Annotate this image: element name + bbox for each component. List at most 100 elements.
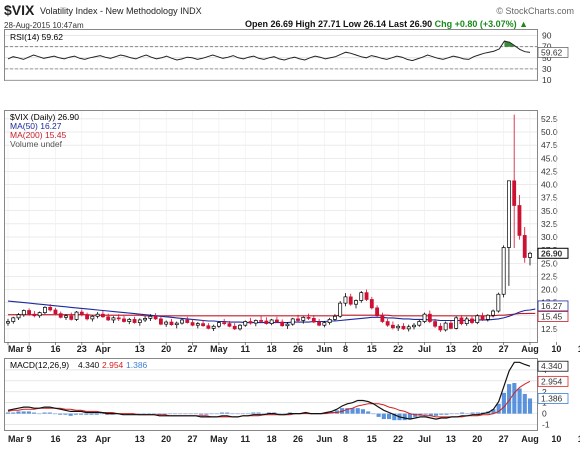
macd-last-value: 4.340 bbox=[541, 361, 563, 371]
candle-body bbox=[53, 309, 58, 315]
macd-histogram-bar bbox=[465, 413, 470, 415]
price-tick-label: 22.5 bbox=[541, 271, 558, 281]
candle-body bbox=[32, 313, 37, 317]
rsi-tick-label: 90 bbox=[542, 31, 552, 41]
price-tick-label: 42.5 bbox=[541, 166, 558, 176]
candle-body bbox=[243, 321, 248, 326]
candle-body bbox=[253, 320, 258, 324]
date-tick-label: 23 bbox=[77, 434, 87, 444]
candle-body bbox=[16, 314, 21, 319]
rsi-tick-label: 30 bbox=[542, 64, 552, 74]
candle-body bbox=[137, 319, 142, 323]
date-tick-label: Mar bbox=[8, 344, 25, 354]
price-tick-label: 50.0 bbox=[541, 127, 558, 137]
macd-histogram-bar bbox=[167, 413, 172, 415]
rsi-tick-label: 70 bbox=[542, 42, 552, 52]
date-tick-label: Apr bbox=[95, 344, 111, 354]
macd-histogram-bar bbox=[491, 409, 496, 414]
change-arrow-icon: ▲ bbox=[519, 19, 529, 29]
macd-histogram-bar bbox=[172, 413, 178, 415]
candle-body bbox=[11, 317, 16, 322]
date-tick-label: 8 bbox=[343, 434, 348, 444]
candle-body bbox=[6, 321, 10, 324]
macd-histogram-bar bbox=[454, 413, 459, 415]
candle-body bbox=[190, 322, 195, 326]
macd-histogram-bar bbox=[329, 412, 334, 414]
quote-timestamp: 28-Aug-2015 10:47am bbox=[4, 21, 84, 30]
signal-last-value: 2.954 bbox=[541, 376, 563, 386]
candle-body bbox=[422, 313, 427, 322]
candle-body bbox=[427, 313, 432, 322]
macd-histogram-bar bbox=[204, 413, 209, 415]
rsi-layer: 907050301059.62 bbox=[5, 31, 569, 85]
macd-histogram-bar bbox=[392, 413, 397, 421]
macd-histogram-bar bbox=[219, 412, 225, 414]
date-tick-label: 8 bbox=[343, 344, 348, 354]
candle-body bbox=[375, 307, 380, 317]
candle-body bbox=[311, 318, 316, 323]
macd-histogram-bar bbox=[407, 413, 413, 420]
macd-histogram-bar bbox=[449, 413, 454, 415]
candle-body bbox=[232, 325, 237, 330]
macd-histogram-bar bbox=[428, 413, 433, 416]
ma200-last-value: 15.45 bbox=[541, 312, 563, 322]
candle-body bbox=[454, 317, 459, 329]
date-tick-label: 16 bbox=[50, 434, 60, 444]
candle-body bbox=[206, 325, 211, 329]
macd-histogram-bar bbox=[21, 411, 26, 414]
candle-body bbox=[85, 314, 90, 320]
candle-body bbox=[417, 321, 422, 326]
candle-body bbox=[74, 311, 79, 320]
candle-body bbox=[48, 307, 53, 311]
macd-histogram-bar bbox=[68, 413, 73, 416]
quote-summary: Open 26.69 High 27.71 Low 26.14 Last 26.… bbox=[245, 19, 528, 30]
candle-body bbox=[517, 205, 522, 236]
candle-body bbox=[211, 325, 216, 329]
price-tick-label: 47.5 bbox=[541, 140, 558, 150]
macd-histogram-bar bbox=[5, 412, 11, 414]
price-tick-label: 37.5 bbox=[541, 193, 558, 203]
price-tick-label: 40.0 bbox=[541, 180, 558, 190]
date-tick-label: 23 bbox=[77, 344, 87, 354]
candle-body bbox=[475, 315, 480, 323]
macd-histogram-bar bbox=[47, 412, 52, 414]
candle-body bbox=[185, 319, 190, 323]
date-tick-label: 13 bbox=[135, 344, 145, 354]
macd-histogram-bar bbox=[84, 413, 89, 415]
date-tick-label: May bbox=[210, 344, 228, 354]
macd-histogram-bar bbox=[79, 413, 84, 415]
candle-body bbox=[222, 322, 227, 324]
macd-histogram-bar bbox=[433, 413, 439, 416]
macd-histogram-bar bbox=[282, 413, 287, 415]
price-tick-label: 30.0 bbox=[541, 232, 558, 242]
price-tick-label: 20.0 bbox=[541, 285, 558, 295]
candle-body bbox=[332, 315, 337, 320]
date-tick-label: 11 bbox=[241, 344, 251, 354]
macd-histogram-bar bbox=[11, 412, 16, 414]
candle-body bbox=[248, 321, 253, 324]
candle-body bbox=[464, 318, 469, 324]
candle-body bbox=[143, 318, 148, 321]
date-tick-label: 9 bbox=[27, 434, 32, 444]
rsi-last-value: 59.62 bbox=[541, 47, 563, 57]
macd-histogram-bar bbox=[246, 413, 251, 415]
macd-histogram-bar bbox=[256, 412, 261, 414]
macd-histogram-bar bbox=[439, 413, 444, 415]
candle-body bbox=[64, 315, 68, 318]
date-tick-label: Jun bbox=[316, 344, 332, 354]
date-tick-label: 22 bbox=[393, 434, 403, 444]
date-tick-label: 10 bbox=[551, 344, 561, 354]
candle-body bbox=[401, 325, 406, 330]
macd-histogram-bar bbox=[141, 413, 146, 415]
date-tick-label: Aug bbox=[521, 344, 539, 354]
macd-legend: MACD(12,26,9) bbox=[10, 360, 69, 370]
candle-body bbox=[390, 324, 395, 329]
rsi-panel bbox=[4, 29, 538, 81]
price-tick-label: 35.0 bbox=[541, 206, 558, 216]
ma50-last-value-box bbox=[537, 300, 569, 312]
macd-histogram-bar bbox=[178, 413, 183, 415]
macd-histogram-bar bbox=[162, 413, 167, 415]
candle-body bbox=[491, 310, 496, 316]
date-tick-label: 18 bbox=[267, 344, 277, 354]
candle-body bbox=[480, 315, 485, 320]
